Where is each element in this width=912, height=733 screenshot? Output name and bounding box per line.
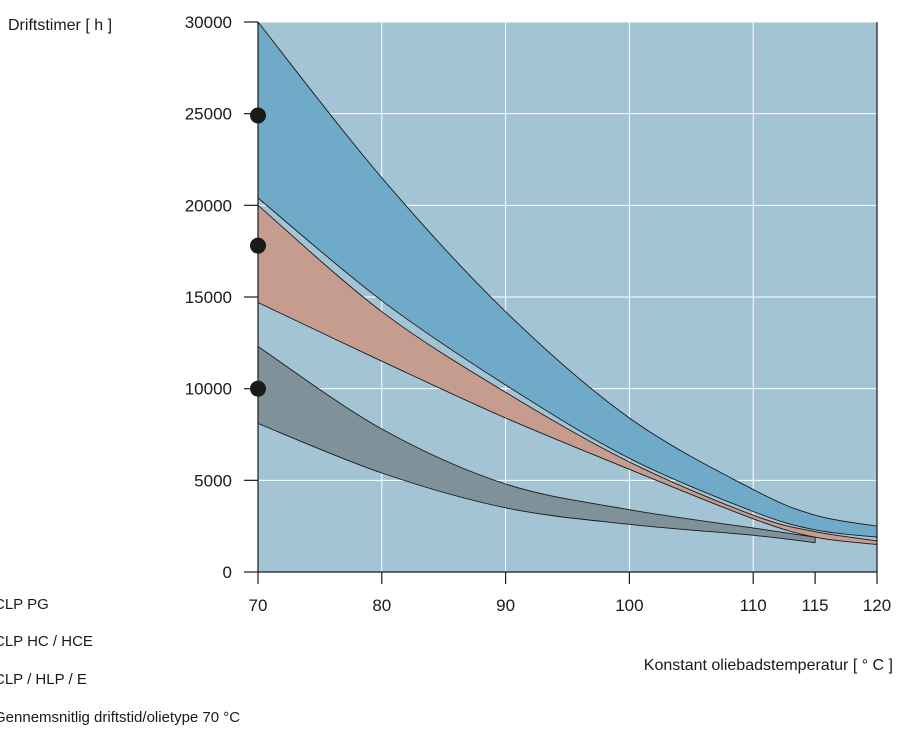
x-tick-label: 110 bbox=[740, 596, 767, 615]
average-marker-point bbox=[250, 380, 266, 397]
y-tick-label: 0 bbox=[223, 563, 232, 582]
y-tick-label: 5000 bbox=[194, 471, 232, 490]
x-tick-label: 90 bbox=[496, 596, 515, 615]
y-tick-label: 20000 bbox=[185, 196, 232, 215]
x-axis-label: Konstant oliebadstemperatur [ ° C ] bbox=[644, 657, 893, 674]
legend: CLP PG CLP HC / HCE CLP / HLP / E Gennem… bbox=[0, 596, 240, 726]
x-tick-label: 80 bbox=[372, 596, 391, 615]
x-tick-label: 115 bbox=[802, 596, 829, 615]
average-marker-point bbox=[250, 237, 266, 254]
x-tick-label: 120 bbox=[863, 596, 891, 615]
legend-entry-clp-hc-hce: CLP HC / HCE bbox=[0, 633, 93, 650]
legend-entry-clp-hlp-e: CLP / HLP / E bbox=[0, 671, 87, 688]
x-tick-label: 70 bbox=[249, 596, 268, 615]
average-marker-point bbox=[250, 107, 266, 124]
x-tick-label: 100 bbox=[615, 596, 643, 615]
y-axis-label: Driftstimer [ h ] bbox=[8, 17, 112, 34]
y-tick-label: 15000 bbox=[185, 288, 232, 307]
y-tick-label: 30000 bbox=[185, 13, 232, 32]
average-markers bbox=[250, 107, 266, 397]
legend-entry-clp-pg: CLP PG bbox=[0, 596, 49, 613]
series-area-clp-hlp-e bbox=[257, 346, 816, 544]
y-tick-label: 10000 bbox=[185, 380, 232, 399]
tick-labels: 0 5000 10000 15000 20000 25000 30000 70 80 90 100 1… bbox=[185, 13, 891, 615]
y-tick-label: 25000 bbox=[185, 105, 232, 124]
legend-entry-average-marker: Gennemsnitlig driftstid/olietype 70 °C bbox=[0, 709, 240, 726]
